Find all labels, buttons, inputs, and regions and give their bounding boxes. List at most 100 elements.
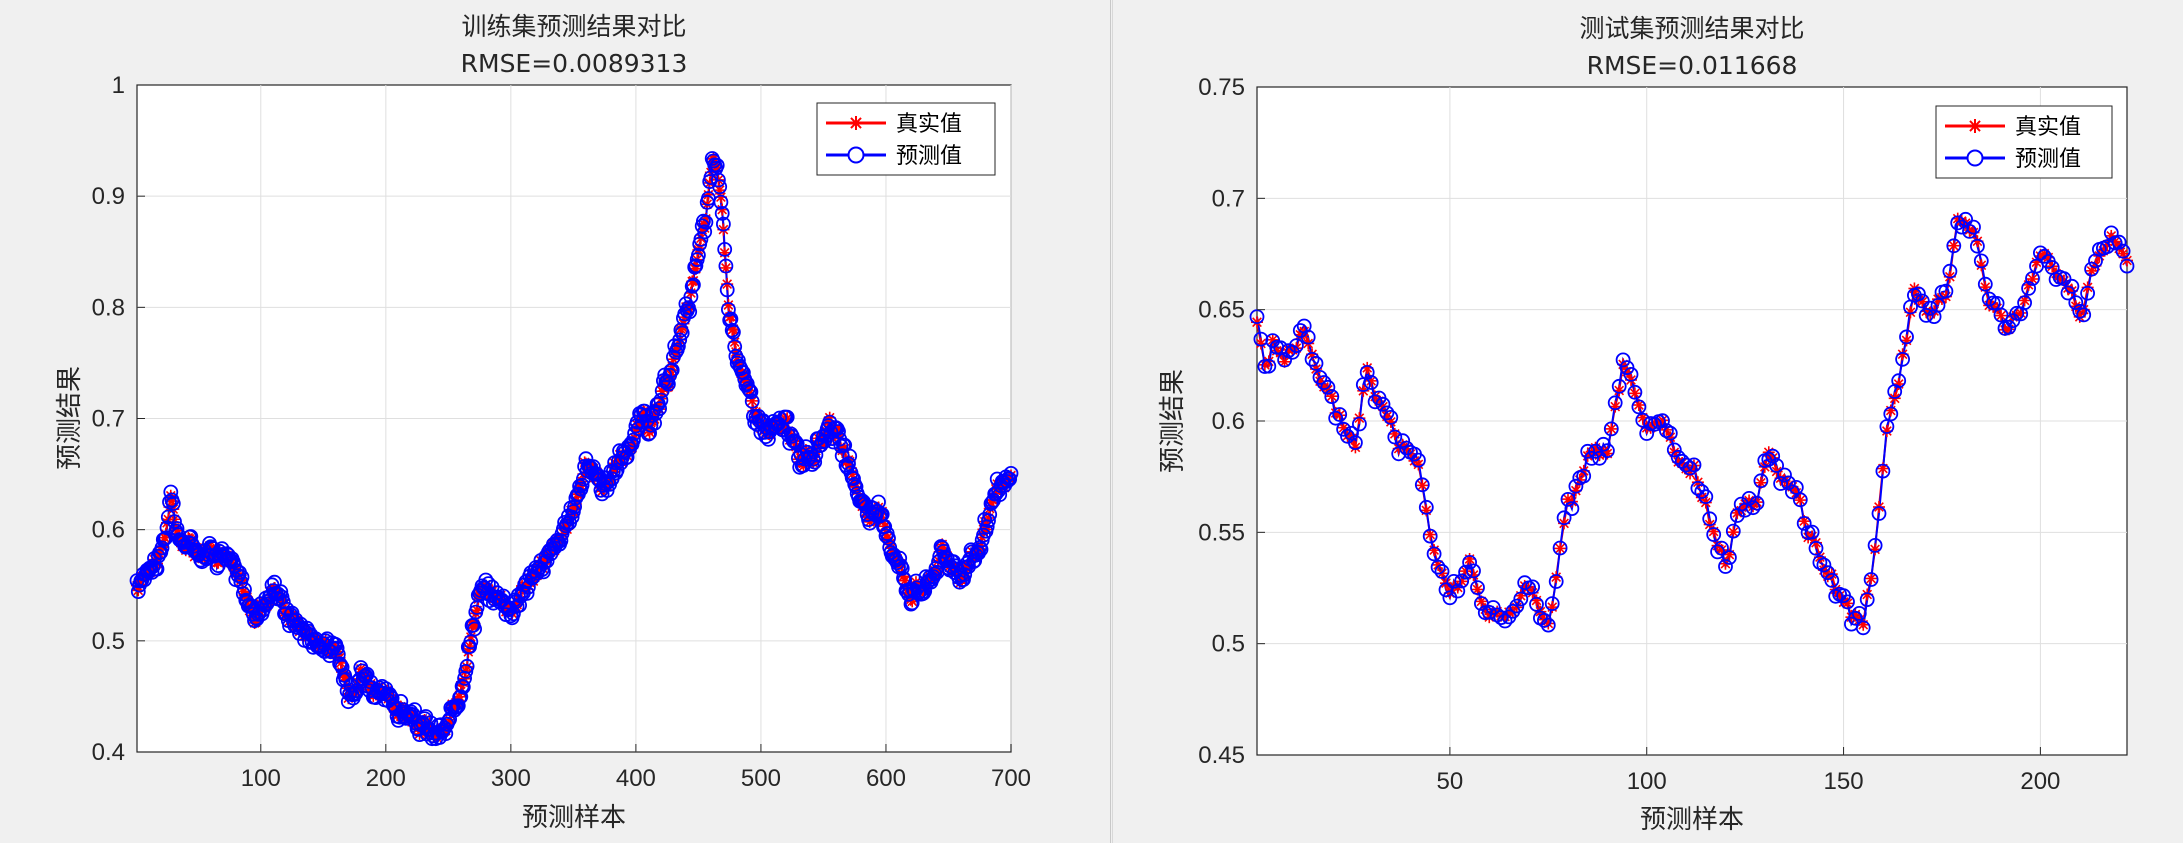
test-pred-point	[1749, 495, 1765, 511]
train-y-tick-label: 0.4	[92, 739, 125, 766]
train-pred-point	[971, 545, 986, 561]
test-true-point	[1266, 333, 1279, 346]
test-pred-point	[2072, 303, 2088, 319]
test-pred-point	[1946, 238, 1962, 254]
test-pred-point	[1785, 484, 1800, 500]
test-pred-point	[1725, 523, 1741, 539]
train-chart: 100 200 300 400 500 600 700 0.4 0.5 0.6 0.7 0.8 0.9 1…	[55, 12, 1031, 833]
test-y-tick-label: 0.5	[1212, 631, 1245, 658]
test-pred-point	[1277, 352, 1293, 368]
train-pred-point	[881, 530, 896, 546]
train-pred-point	[455, 679, 471, 695]
test-pred-point	[1509, 598, 1525, 614]
test-pred-point	[1552, 540, 1568, 556]
test-true-point	[1947, 239, 1960, 252]
train-y-tick-label: 1	[112, 72, 125, 99]
test-true-point	[1727, 526, 1740, 539]
train-pred-point	[779, 409, 795, 425]
train-pred-point	[672, 332, 688, 348]
test-pred-point	[1820, 565, 1836, 581]
test-true-point	[1416, 479, 1429, 492]
test-pred-point	[1954, 219, 1970, 235]
test-pred-point	[1745, 500, 1761, 516]
train-pred-point	[848, 479, 864, 495]
test-pred-point	[1603, 421, 1619, 437]
test-pred-point	[1808, 540, 1824, 556]
test-pred-point	[1599, 443, 1615, 459]
test-pred-point	[1970, 238, 1985, 254]
test-pred-point	[1891, 373, 1907, 389]
test-pred-point	[1706, 527, 1722, 542]
test-pred-point	[1930, 297, 1946, 313]
train-pred-point	[714, 205, 730, 221]
test-pred-point	[1560, 491, 1576, 507]
train-pred-point	[308, 631, 324, 647]
train-pred-point	[272, 591, 287, 607]
test-true-point	[1605, 422, 1618, 435]
test-pred-point	[1922, 300, 1938, 316]
test-pred-point	[1950, 215, 1966, 231]
test-pred-point	[2119, 258, 2135, 274]
test-pred-point	[1418, 499, 1434, 515]
test-x-tick-label: 100	[1627, 768, 1667, 795]
test-pred-point	[1690, 480, 1706, 496]
train-x-tick-label: 300	[491, 765, 531, 792]
test-pred-point	[2017, 295, 2032, 311]
test-x-tick-label: 50	[1437, 768, 1464, 795]
test-pred-point	[1773, 476, 1788, 491]
train-pred-point	[698, 214, 714, 230]
train-pred-point	[449, 699, 465, 715]
test-pred-point	[1962, 223, 1977, 239]
test-pred-point	[1576, 468, 1592, 484]
train-pred-point	[165, 496, 181, 511]
train-pred-point	[718, 258, 734, 274]
test-pred-point	[1840, 594, 1855, 610]
test-pred-point	[1525, 579, 1541, 595]
test-true-point	[1884, 404, 1897, 417]
train-pred-point	[952, 574, 968, 590]
test-pred-point	[1899, 329, 1914, 345]
test-true-point	[1892, 378, 1905, 391]
train-pred-point	[967, 553, 983, 568]
test-pred-point	[1395, 433, 1411, 449]
test-pred-point	[1611, 378, 1627, 394]
train-x-tick-label: 500	[741, 765, 781, 792]
test-pred-point	[1434, 564, 1450, 579]
train-pred-point	[709, 157, 725, 173]
test-pred-point	[1867, 538, 1883, 553]
train-pred-point	[154, 540, 170, 556]
train-chart-title: 训练集预测结果对比	[461, 12, 686, 41]
train-pred-point	[1002, 471, 1018, 487]
test-pred-point	[1627, 384, 1643, 400]
train-pred-point	[574, 477, 590, 493]
train-pred-point	[716, 216, 731, 232]
train-pred-point	[647, 415, 662, 431]
train-series-pred-markers	[129, 151, 1019, 747]
train-pred-point	[183, 529, 199, 544]
train-pred-point	[653, 392, 669, 408]
test-pred-point	[1607, 395, 1623, 411]
test-pred-point	[1859, 592, 1875, 607]
test-pred-point	[1414, 477, 1430, 493]
test-pred-point	[1824, 573, 1840, 588]
test-pred-point	[1911, 286, 1926, 302]
test-pred-point	[1584, 450, 1600, 466]
test-pred-point	[1324, 389, 1340, 405]
train-pred-point	[682, 304, 698, 320]
test-pred-point	[2076, 307, 2092, 323]
train-pred-point	[691, 247, 706, 263]
test-pred-point	[1722, 550, 1737, 565]
test-pred-point	[1470, 580, 1485, 595]
test-pred-point	[1777, 467, 1792, 483]
test-pred-point	[1253, 331, 1269, 347]
test-legend-label-pred: 预测值	[2015, 147, 2081, 172]
test-pred-point	[1316, 375, 1332, 390]
test-pred-point	[1714, 540, 1729, 556]
train-pred-point	[450, 698, 466, 714]
test-pred-point	[1466, 563, 1481, 579]
test-legend: 真实值 预测值	[1935, 105, 2113, 179]
test-pred-point	[1765, 448, 1781, 464]
test-true-point	[1251, 316, 1263, 329]
test-pred-point	[1249, 309, 1265, 325]
test-pred-point	[2115, 243, 2131, 259]
